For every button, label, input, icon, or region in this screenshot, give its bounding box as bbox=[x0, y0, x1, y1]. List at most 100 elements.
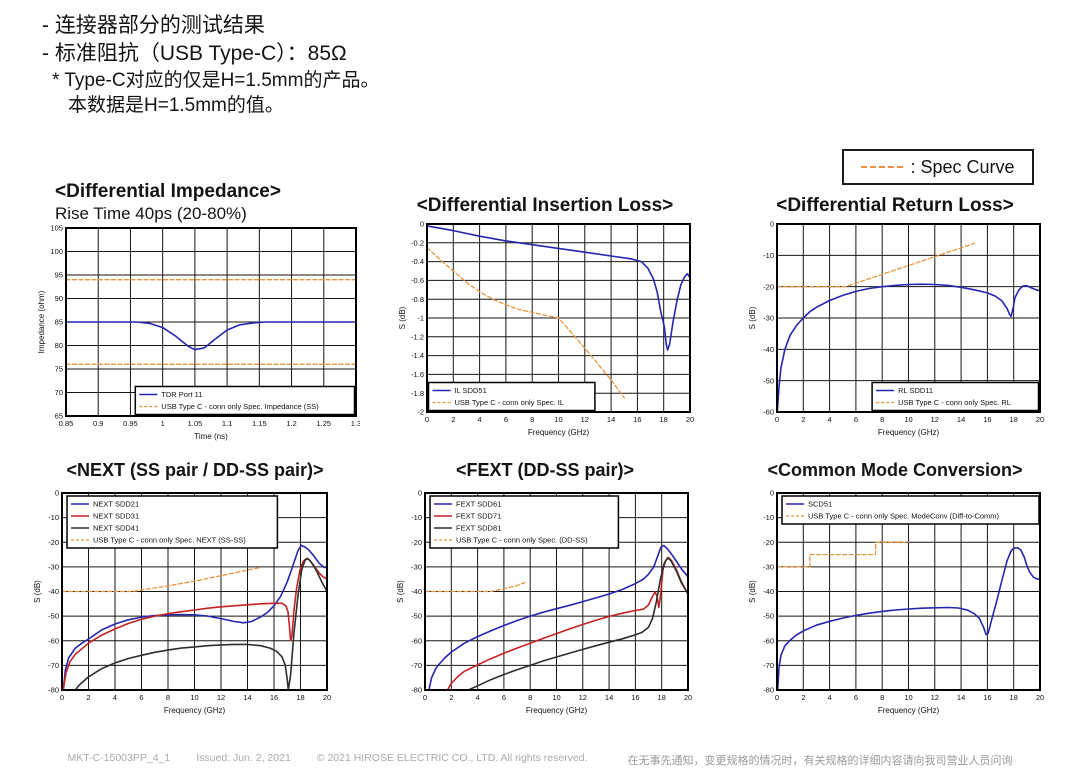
svg-text:-2: -2 bbox=[417, 408, 424, 417]
svg-text:-60: -60 bbox=[763, 636, 774, 645]
svg-text:-80: -80 bbox=[411, 686, 422, 695]
svg-text:NEXT SDD31: NEXT SDD31 bbox=[93, 512, 139, 521]
svg-text:90: 90 bbox=[55, 294, 63, 303]
svg-text:12: 12 bbox=[217, 693, 225, 702]
svg-text:14: 14 bbox=[957, 415, 965, 424]
footer-doc-id: MKT-C-15003PP_4_1 bbox=[67, 752, 171, 764]
chart-title-return-loss: <Differential Return Loss> bbox=[776, 195, 1014, 216]
svg-text:-1: -1 bbox=[417, 314, 424, 323]
svg-text:0.85: 0.85 bbox=[59, 419, 74, 428]
svg-text:1.25: 1.25 bbox=[316, 419, 331, 428]
chart-title-text: <Differential Impedance> bbox=[55, 181, 281, 202]
svg-text:-70: -70 bbox=[411, 661, 422, 670]
svg-text:10: 10 bbox=[552, 693, 560, 702]
svg-text:18: 18 bbox=[658, 693, 666, 702]
svg-text:-60: -60 bbox=[48, 636, 59, 645]
svg-text:0: 0 bbox=[770, 489, 774, 498]
svg-text:-1.2: -1.2 bbox=[411, 332, 424, 341]
svg-text:16: 16 bbox=[633, 415, 641, 424]
svg-text:1.15: 1.15 bbox=[252, 419, 267, 428]
svg-text:-50: -50 bbox=[48, 612, 59, 621]
header-notes: - 连接器部分的测试结果 - 标准阻抗（USB Type-C）：85Ω * Ty… bbox=[42, 12, 379, 118]
svg-text:0.95: 0.95 bbox=[123, 419, 138, 428]
svg-text:-40: -40 bbox=[763, 587, 774, 596]
note-line-2: - 标准阻抗（USB Type-C）：85Ω bbox=[42, 42, 347, 65]
svg-text:8: 8 bbox=[880, 415, 884, 424]
svg-text:-20: -20 bbox=[48, 538, 59, 547]
svg-text:85: 85 bbox=[55, 318, 63, 327]
svg-text:12: 12 bbox=[931, 693, 939, 702]
svg-text:-1.8: -1.8 bbox=[411, 389, 424, 398]
svg-text:USB Type C - conn only Spec. I: USB Type C - conn only Spec. IL bbox=[455, 398, 565, 407]
svg-text:FEXT SDD81: FEXT SDD81 bbox=[456, 524, 501, 533]
svg-text:80: 80 bbox=[55, 341, 63, 350]
svg-text:12: 12 bbox=[931, 415, 939, 424]
differential-return-loss-chart: 0 2 4 6 8 10 12 14 16 18 20 0 -10 -20 -30 -40 -50 -60 Freq… bbox=[747, 220, 1044, 442]
footer-issued: Issued: Jun. 2, 2021 bbox=[196, 752, 291, 764]
svg-text:8: 8 bbox=[530, 415, 534, 424]
svg-text:0.9: 0.9 bbox=[93, 419, 103, 428]
spec-dash-icon bbox=[861, 166, 904, 168]
svg-text:Frequency (GHz): Frequency (GHz) bbox=[528, 428, 590, 437]
chart-title-insertion-loss: <Differential Insertion Loss> bbox=[416, 195, 674, 216]
chart-title-impedance: <Differential Impedance> Rise Time 40ps … bbox=[55, 181, 281, 225]
svg-text:Impedance (ohm): Impedance (ohm) bbox=[37, 290, 46, 353]
svg-text:Time (ns): Time (ns) bbox=[194, 432, 228, 441]
svg-text:-40: -40 bbox=[48, 587, 59, 596]
svg-text:20: 20 bbox=[1036, 415, 1044, 424]
svg-text:2: 2 bbox=[449, 693, 453, 702]
svg-text:TDR Port 11: TDR Port 11 bbox=[161, 390, 202, 399]
svg-text:16: 16 bbox=[983, 693, 991, 702]
svg-text:20: 20 bbox=[684, 693, 692, 702]
svg-text:-50: -50 bbox=[763, 376, 774, 385]
svg-text:4: 4 bbox=[828, 693, 832, 702]
svg-text:2: 2 bbox=[801, 415, 805, 424]
note-line-3: * Type-C对应的仅是H=1.5mm的产品。 bbox=[52, 70, 380, 91]
svg-text:Frequency (GHz): Frequency (GHz) bbox=[526, 706, 588, 715]
svg-text:75: 75 bbox=[55, 365, 63, 374]
svg-text:0: 0 bbox=[418, 489, 422, 498]
svg-text:-10: -10 bbox=[763, 513, 774, 522]
svg-text:0: 0 bbox=[55, 489, 59, 498]
svg-text:-0.8: -0.8 bbox=[411, 295, 424, 304]
svg-text:-0.4: -0.4 bbox=[411, 257, 424, 266]
svg-text:2: 2 bbox=[451, 415, 455, 424]
svg-text:95: 95 bbox=[55, 271, 63, 280]
svg-text:IL SDD51: IL SDD51 bbox=[455, 386, 487, 395]
svg-text:8: 8 bbox=[166, 693, 170, 702]
svg-text:S (dB): S (dB) bbox=[748, 306, 757, 329]
fext-chart: 0 2 4 6 8 10 12 14 16 18 20 0 -10 -20 -30 -40 -50 -60 -70 -… bbox=[395, 489, 692, 720]
svg-text:16: 16 bbox=[270, 693, 278, 702]
svg-text:4: 4 bbox=[828, 415, 832, 424]
spec-curve-legend: : Spec Curve bbox=[842, 149, 1034, 185]
svg-text:-1.4: -1.4 bbox=[411, 351, 424, 360]
svg-text:S (dB): S (dB) bbox=[33, 580, 42, 603]
svg-text:1: 1 bbox=[161, 419, 165, 428]
svg-text:16: 16 bbox=[631, 693, 639, 702]
differential-impedance-chart: 0.85 0.9 0.95 1 1.05 1.1 1.15 1.2 1.25 1.3 105 100 9… bbox=[36, 224, 360, 446]
svg-text:6: 6 bbox=[504, 415, 508, 424]
svg-text:S (dB): S (dB) bbox=[748, 580, 757, 603]
svg-text:-40: -40 bbox=[763, 345, 774, 354]
svg-text:-20: -20 bbox=[763, 282, 774, 291]
svg-text:0: 0 bbox=[423, 693, 427, 702]
chart-subtitle-text: Rise Time 40ps (20-80%) bbox=[55, 204, 247, 223]
footer-copyright: © 2021 HIROSE ELECTRIC CO., LTD. All rig… bbox=[316, 752, 588, 764]
svg-text:1.3: 1.3 bbox=[351, 419, 360, 428]
svg-text:16: 16 bbox=[983, 415, 991, 424]
svg-text:-60: -60 bbox=[411, 636, 422, 645]
svg-text:100: 100 bbox=[50, 247, 63, 256]
svg-text:20: 20 bbox=[686, 415, 694, 424]
svg-text:USB Type C - conn only Spec. M: USB Type C - conn only Spec. ModeConv (D… bbox=[808, 512, 1000, 521]
svg-text:-80: -80 bbox=[48, 686, 59, 695]
svg-text:-30: -30 bbox=[763, 314, 774, 323]
svg-text:-1.6: -1.6 bbox=[411, 370, 424, 379]
svg-text:USB Type C - conn only Spec. I: USB Type C - conn only Spec. Impedance (… bbox=[161, 402, 319, 411]
svg-text:-50: -50 bbox=[763, 612, 774, 621]
svg-text:1.1: 1.1 bbox=[222, 419, 232, 428]
svg-text:105: 105 bbox=[50, 224, 63, 233]
svg-text:-70: -70 bbox=[48, 661, 59, 670]
svg-text:4: 4 bbox=[476, 693, 480, 702]
svg-text:10: 10 bbox=[190, 693, 198, 702]
spec-curve-label: : Spec Curve bbox=[910, 156, 1015, 177]
